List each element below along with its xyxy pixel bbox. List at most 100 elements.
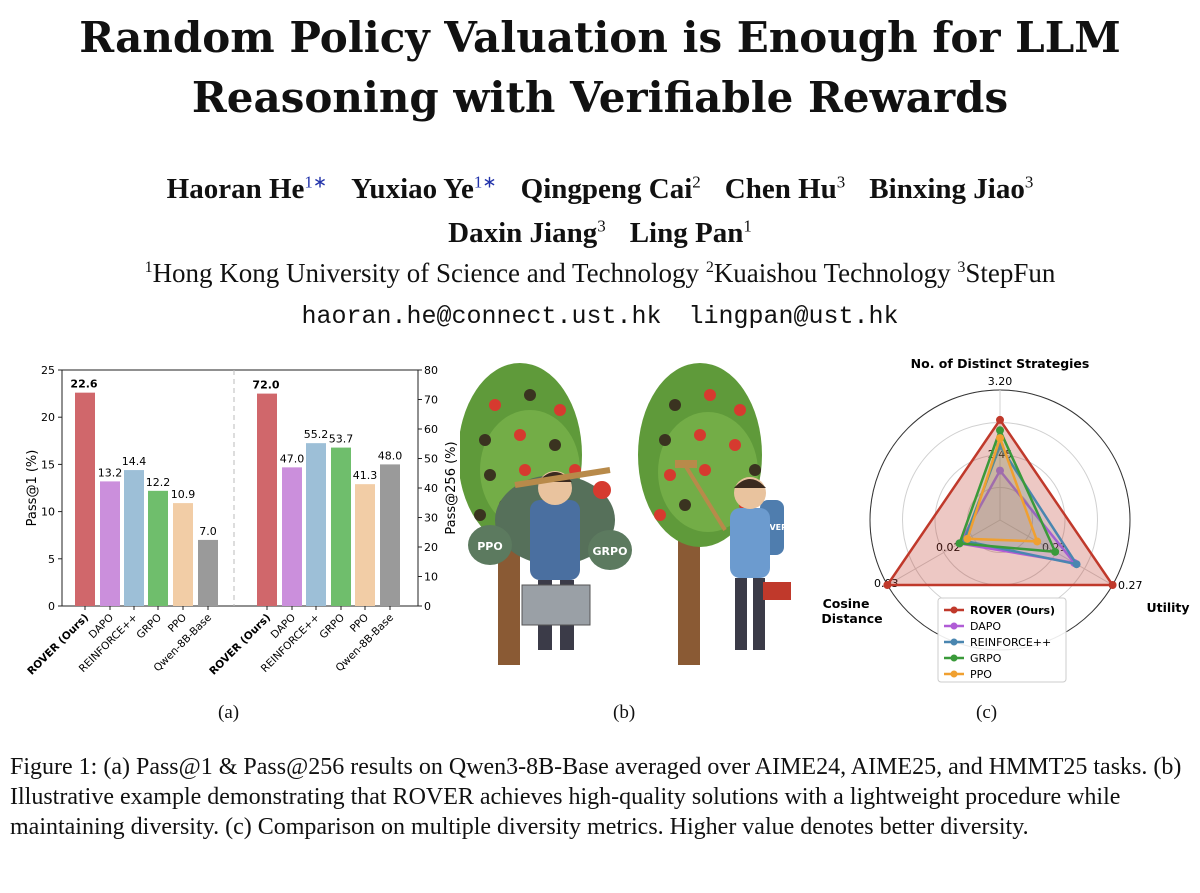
radar-point: [996, 466, 1004, 475]
y2-tick-label: 30: [424, 512, 438, 525]
author-name: Chen Hu3: [724, 172, 846, 205]
legend-marker: [950, 622, 958, 630]
radar-axis-label: Cosine: [823, 596, 870, 611]
radar-series-polygon: [965, 434, 1040, 543]
radar-point: [1108, 581, 1117, 589]
radar-tick-label: 0.27: [1118, 579, 1143, 592]
y-tick-label: 5: [48, 553, 55, 566]
apple-icon: [554, 404, 566, 416]
bar-chart-panel: 0 5 10 15 20 25 0 10 20 30 40 50 60 70 80 Pass@1 (%) Pas…: [25, 364, 459, 678]
y-tick-label: 25: [41, 364, 55, 377]
tree-trunk: [498, 540, 520, 665]
affiliation: 3StepFun: [957, 258, 1056, 288]
rotten-apple-icon: [679, 499, 691, 511]
author-list-line-2: Daxin Jiang3 Ling Pan1: [0, 216, 1200, 250]
author-name: Binxing Jiao3: [869, 172, 1034, 205]
author-name: Haoran He1∗: [166, 172, 328, 205]
bar-value-label: 72.0: [252, 379, 279, 392]
x-tick-label: GRPO: [134, 612, 164, 642]
legend-marker: [950, 670, 958, 678]
y-tick-label: 15: [41, 458, 55, 471]
apple-icon: [734, 404, 746, 416]
light-rake: [683, 463, 727, 532]
rotten-apple-icon: [484, 469, 496, 481]
legend: [937, 597, 1067, 683]
illustration-panel: PPO GRPO ROVER: [460, 363, 791, 665]
y2-tick-label: 60: [424, 423, 438, 436]
x-tick-label: GRPO: [317, 612, 347, 642]
author-name: Ling Pan1: [629, 216, 752, 249]
rotten-apple-icon: [474, 509, 486, 521]
radar-point: [1051, 547, 1060, 556]
y2-tick-label: 70: [424, 394, 438, 407]
y2-tick-label: 10: [424, 571, 438, 584]
radar-chart-panel: No. of Distinct Strategies Utility Cosine D…: [821, 356, 1190, 683]
radar-point: [883, 581, 892, 589]
apple-icon: [489, 399, 501, 411]
author-name: Yuxiao Ye1∗: [351, 172, 497, 205]
y-tick-label: 0: [48, 600, 55, 613]
y-axis-label-pass1: Pass@1 (%): [25, 450, 40, 527]
author-name: Qingpeng Cai2: [520, 172, 701, 205]
bar: [355, 484, 375, 606]
bar-value-label: 10.9: [171, 488, 196, 501]
affiliation: 1Hong Kong University of Science and Tec…: [144, 258, 706, 288]
bar: [331, 447, 351, 606]
bar: [100, 481, 120, 606]
tree-trunk: [678, 540, 700, 665]
bar: [306, 443, 326, 606]
panel-label-a: (a): [218, 702, 240, 723]
bar-value-label: 7.0: [199, 525, 217, 538]
burdened-person-figure: PPO GRPO: [468, 467, 632, 650]
email[interactable]: lingpan@ust.hk: [688, 302, 899, 331]
apple-icon: [654, 509, 666, 521]
bar-value-label: 48.0: [378, 449, 403, 462]
y-axis-label-pass256: Pass@256 (%): [444, 441, 459, 534]
affiliation: 2Kuaishou Technology: [705, 258, 958, 288]
legend-label: PPO: [970, 668, 992, 681]
radar-series-polygon: [885, 417, 1115, 587]
radar-point: [1033, 537, 1042, 546]
radar-point: [1072, 560, 1081, 569]
bar: [124, 470, 144, 606]
legs: [735, 578, 747, 650]
torso: [530, 500, 580, 580]
legend-label: DAPO: [970, 620, 1001, 633]
grpo-bag-label: GRPO: [593, 545, 628, 558]
ppo-bag-label: PPO: [477, 540, 502, 553]
apple-icon: [519, 464, 531, 476]
y-tick-label: 20: [41, 411, 55, 424]
radar-point: [955, 539, 964, 548]
legend-label: REINFORCE++: [970, 636, 1051, 649]
bar: [380, 464, 400, 606]
y2-tick-label: 50: [424, 453, 438, 466]
radar-axis-label: Utility: [1146, 600, 1189, 615]
bar-value-label: 22.6: [70, 378, 97, 391]
apple-icon: [699, 464, 711, 476]
affiliations: 1Hong Kong University of Science and Tec…: [0, 258, 1200, 289]
radar-spoke: [887, 519, 1001, 586]
radar-point: [996, 426, 1004, 435]
legend-marker: [950, 654, 958, 662]
bar-value-label: 12.2: [146, 476, 171, 489]
y2-tick-label: 20: [424, 541, 438, 554]
paper-title-line-2: Reasoning with Verifiable Rewards: [191, 73, 1009, 122]
torso: [730, 508, 770, 578]
y-tick-label: 10: [41, 506, 55, 519]
email[interactable]: haoran.he@connect.ust.hk: [301, 302, 662, 331]
apple-icon: [704, 389, 716, 401]
bar-value-label: 55.2: [304, 428, 329, 441]
held-apple-icon: [593, 481, 611, 499]
rotten-apple-icon: [549, 439, 561, 451]
apple-icon: [694, 429, 706, 441]
rotten-apple-icon: [524, 389, 536, 401]
apple-icon: [514, 429, 526, 441]
bar: [282, 467, 302, 606]
radar-tick-label: 0.02: [936, 541, 961, 554]
rotten-apple-icon: [659, 434, 671, 446]
y2-tick-label: 0: [424, 600, 431, 613]
raised-rake: [514, 467, 611, 488]
radar-axis-label: No. of Distinct Strategies: [911, 356, 1090, 371]
panel-label-c: (c): [976, 702, 998, 723]
legend-marker: [950, 606, 958, 614]
